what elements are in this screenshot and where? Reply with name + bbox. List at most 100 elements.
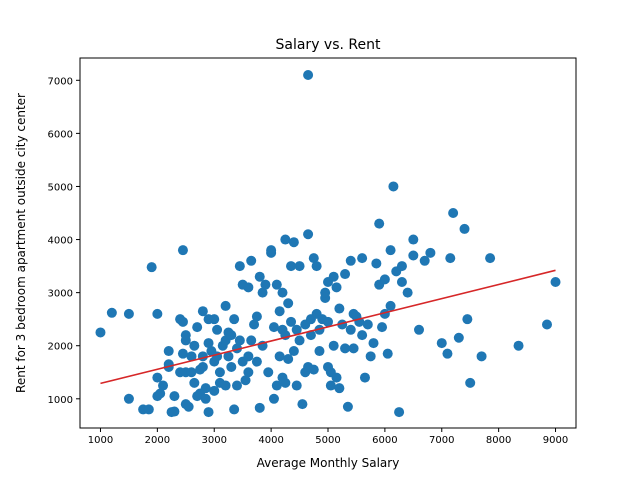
data-point bbox=[280, 234, 291, 245]
data-point bbox=[123, 393, 134, 404]
data-point bbox=[331, 372, 342, 383]
data-point bbox=[388, 181, 399, 192]
data-point bbox=[277, 287, 288, 298]
x-tick-label: 2000 bbox=[145, 435, 170, 446]
data-point bbox=[334, 383, 345, 394]
x-tick-label: 5000 bbox=[315, 435, 340, 446]
data-point bbox=[357, 253, 368, 264]
data-point bbox=[303, 229, 314, 240]
data-point bbox=[342, 401, 353, 412]
data-point bbox=[223, 351, 234, 362]
data-point bbox=[425, 247, 436, 258]
data-point bbox=[249, 319, 260, 330]
data-point bbox=[374, 218, 385, 229]
data-point bbox=[294, 335, 305, 346]
data-point bbox=[257, 287, 268, 298]
x-axis-label: Average Monthly Salary bbox=[257, 456, 400, 470]
data-point bbox=[308, 253, 319, 264]
data-point bbox=[294, 261, 305, 272]
data-point bbox=[396, 277, 407, 288]
data-point bbox=[465, 377, 476, 388]
data-point bbox=[234, 261, 245, 272]
data-point bbox=[268, 393, 279, 404]
data-point bbox=[331, 282, 342, 293]
data-point bbox=[325, 380, 336, 391]
data-point bbox=[445, 253, 456, 264]
data-point bbox=[286, 261, 297, 272]
data-point bbox=[243, 282, 254, 293]
data-point bbox=[226, 361, 237, 372]
data-point bbox=[453, 332, 464, 343]
data-point bbox=[414, 324, 425, 335]
data-point bbox=[234, 335, 245, 346]
data-point bbox=[550, 277, 561, 288]
y-tick-label: 5000 bbox=[48, 182, 73, 193]
data-point bbox=[214, 367, 225, 378]
data-point bbox=[297, 399, 308, 410]
data-point bbox=[382, 348, 393, 359]
data-point bbox=[311, 261, 322, 272]
x-axis-ticks: 1000 2000 3000 4000 5000 6000 7000 8000 9000 bbox=[88, 428, 568, 446]
data-point bbox=[246, 335, 257, 346]
data-point bbox=[334, 303, 345, 314]
data-point bbox=[345, 324, 356, 335]
x-tick-label: 9000 bbox=[543, 435, 568, 446]
data-point bbox=[254, 402, 265, 413]
y-axis-label: Rent for 3 bedroom apartment outside cit… bbox=[14, 93, 28, 393]
data-point bbox=[177, 316, 188, 327]
data-point bbox=[186, 351, 197, 362]
data-point bbox=[251, 356, 262, 367]
data-point bbox=[328, 340, 339, 351]
data-point bbox=[442, 348, 453, 359]
data-point bbox=[377, 322, 388, 333]
data-point bbox=[192, 322, 203, 333]
y-tick-label: 1000 bbox=[48, 395, 73, 406]
data-point bbox=[177, 245, 188, 256]
data-point bbox=[169, 406, 180, 417]
data-point bbox=[95, 327, 106, 338]
data-point bbox=[177, 348, 188, 359]
data-point bbox=[200, 383, 211, 394]
data-point bbox=[163, 346, 174, 357]
data-point bbox=[169, 391, 180, 402]
data-point bbox=[314, 346, 325, 357]
data-point bbox=[379, 274, 390, 285]
data-point bbox=[291, 324, 302, 335]
data-point bbox=[266, 245, 277, 256]
data-point bbox=[123, 308, 134, 319]
data-point bbox=[152, 372, 163, 383]
data-point bbox=[408, 234, 419, 245]
y-tick-label: 4000 bbox=[48, 236, 73, 247]
data-point bbox=[340, 343, 351, 354]
data-point bbox=[254, 271, 265, 282]
data-point bbox=[340, 269, 351, 280]
data-point bbox=[320, 287, 331, 298]
data-point bbox=[186, 367, 197, 378]
data-point bbox=[260, 279, 271, 290]
data-point bbox=[402, 287, 413, 298]
y-tick-label: 3000 bbox=[48, 289, 73, 300]
data-point bbox=[328, 271, 339, 282]
data-point bbox=[359, 372, 370, 383]
data-point bbox=[348, 343, 359, 354]
data-point bbox=[280, 377, 291, 388]
data-point bbox=[362, 319, 373, 330]
data-point bbox=[203, 407, 214, 418]
data-point bbox=[229, 404, 240, 415]
x-tick-label: 8000 bbox=[486, 435, 511, 446]
data-point bbox=[212, 324, 223, 335]
data-point bbox=[303, 69, 314, 80]
x-tick-label: 6000 bbox=[372, 435, 397, 446]
data-point bbox=[180, 335, 191, 346]
data-point bbox=[436, 338, 447, 349]
data-point bbox=[288, 346, 299, 357]
data-point bbox=[476, 351, 487, 362]
data-point bbox=[462, 314, 473, 325]
data-point bbox=[229, 314, 240, 325]
trend-line-layer bbox=[100, 269, 556, 385]
data-point bbox=[368, 338, 379, 349]
x-tick-label: 4000 bbox=[258, 435, 283, 446]
data-point bbox=[146, 262, 157, 273]
data-point bbox=[408, 250, 419, 261]
